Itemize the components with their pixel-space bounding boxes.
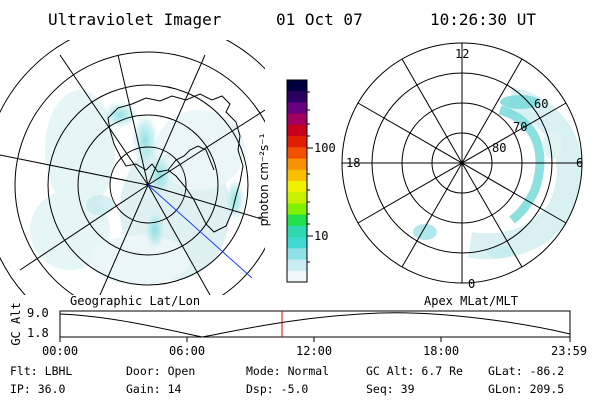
info-gain: Gain: 14 [126,382,181,396]
info-glat: GLat: -86.2 [488,364,564,378]
colorbar-segment [287,158,307,171]
altitude-plot [59,310,571,342]
mlat-label-60: 60 [534,97,549,111]
colorbar-unit-label: photon cm⁻²s⁻¹ [257,133,271,227]
polar-plot-label: Apex MLat/MLT [424,294,518,308]
info-seq-value: 39 [400,382,415,396]
altitude-xtick-2359: 23:59 [551,344,588,358]
satellite-track-line [147,184,253,279]
mlat-label-80: 80 [492,141,507,155]
colorbar-segment [287,225,307,238]
info-mode: Mode: Normal [246,364,329,378]
geographic-map [0,40,265,295]
colorbar-segment [287,169,307,182]
colorbar-segment [287,214,307,227]
mlt-label-bottom: 0 [468,277,476,291]
info-ip-value: 36.0 [37,382,66,396]
polar-aurora-image [413,87,582,260]
info-door-key: Door: [126,364,161,378]
colorbar-segment [287,102,307,115]
info-mode-key: Mode: [246,364,281,378]
info-dsp-value: -5.0 [280,382,309,396]
info-gc-alt-key: GC Alt: [366,364,415,378]
info-glon: GLon: 209.5 [488,382,564,396]
mlat-label-70: 70 [513,120,528,134]
colorbar [286,79,313,283]
altitude-xtick-1800: 18:00 [423,344,460,358]
colorbar-tick-100: 100 [314,141,336,155]
info-seq-key: Seq: [366,382,394,396]
colorbar-segment [287,181,307,193]
time-label: 10:26:30 UT [430,10,536,29]
altitude-ytick-top: 9.0 [27,306,49,320]
info-door-value: Open [167,364,196,378]
colorbar-segment [287,147,307,160]
colorbar-segment [287,113,307,126]
info-door: Door: Open [126,364,195,378]
colorbar-segment [287,203,307,216]
colorbar-segment [287,270,307,283]
info-gc-alt: GC Alt: 6.7 Re [366,364,463,378]
mlt-label-left: 18 [346,156,361,170]
info-flt-value: LBHL [44,364,73,378]
geo-lat-circles [0,40,265,295]
colorbar-segment [287,259,307,272]
colorbar-segment [287,192,307,204]
altitude-ylabel: GC Alt [9,302,23,346]
info-mode-value: Normal [287,364,330,378]
info-flt: Flt: LBHL [10,364,72,378]
info-glat-value: -86.2 [529,364,565,378]
colorbar-segment [287,91,307,103]
info-gain-key: Gain: [126,382,161,396]
info-flt-key: Flt: [10,364,38,378]
colorbar-segment [287,136,307,148]
antarctica-coastline [107,93,244,233]
info-ip: IP: 36.0 [10,382,65,396]
altitude-xtick-0600: 06:00 [169,344,206,358]
polar-plot [341,42,583,284]
info-dsp-key: Dsp: [246,382,274,396]
altitude-xtick-1200: 12:00 [296,344,333,358]
polar-spokes [342,43,582,283]
info-gain-value: 14 [167,382,182,396]
colorbar-segment [287,80,307,92]
colorbar-segment [287,237,307,249]
info-gc-alt-value: 6.7 Re [421,364,463,378]
peninsula-coastline [167,145,215,171]
mlt-label-top: 12 [455,47,470,61]
info-glat-key: GLat: [488,364,523,378]
altitude-ytick-bottom: 1.8 [27,326,49,340]
mlt-label-right: 6 [576,156,584,170]
geo-map-label: Geographic Lat/Lon [70,294,201,308]
info-dsp: Dsp: -5.0 [246,382,308,396]
info-seq: Seq: 39 [366,382,415,396]
info-glon-value: 209.5 [529,382,565,396]
info-glon-key: GLon: [488,382,523,396]
colorbar-segment [287,248,307,261]
colorbar-tick-10: 10 [314,229,329,243]
altitude-xtick-0000: 00:00 [42,344,79,358]
colorbar-segment [287,124,307,137]
date-label: 01 Oct 07 [276,10,363,29]
geo-lon-lines [0,54,265,295]
geo-aurora-image [30,90,245,285]
instrument-title: Ultraviolet Imager [48,10,222,29]
info-ip-key: IP: [10,382,31,396]
colorbar-stack [287,80,307,283]
